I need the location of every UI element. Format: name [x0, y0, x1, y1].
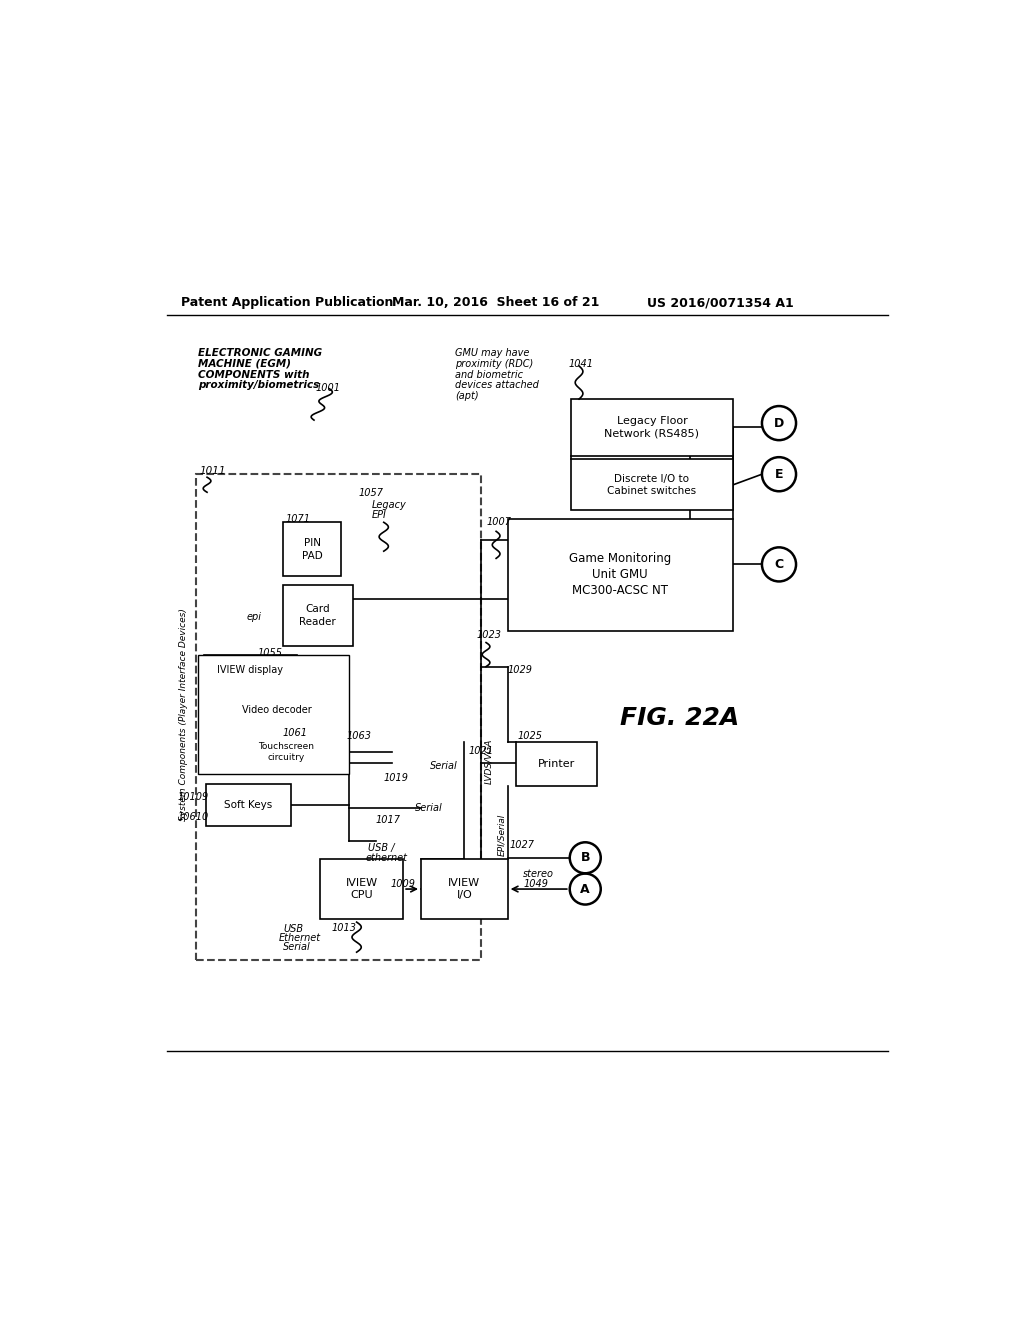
- Bar: [283, 523, 341, 577]
- Text: ELECTRONIC GAMING: ELECTRONIC GAMING: [198, 348, 322, 358]
- Text: USB: USB: [283, 924, 303, 935]
- Text: 1027: 1027: [509, 840, 535, 850]
- Text: (apt): (apt): [455, 391, 478, 401]
- Bar: [228, 733, 343, 772]
- Text: E: E: [775, 467, 783, 480]
- Bar: [571, 459, 732, 511]
- Bar: [204, 655, 297, 685]
- Text: USB /: USB /: [369, 843, 394, 853]
- Text: Ethernet: Ethernet: [280, 933, 322, 944]
- Text: 1013: 1013: [331, 923, 356, 933]
- Text: 1041: 1041: [568, 359, 593, 368]
- Text: B: B: [581, 851, 590, 865]
- Text: PIN
PAD: PIN PAD: [302, 539, 323, 561]
- Text: 1063: 1063: [346, 731, 372, 741]
- Text: EPI/Serial: EPI/Serial: [498, 814, 507, 857]
- Text: Serial: Serial: [415, 803, 442, 813]
- Text: 1071: 1071: [286, 515, 310, 524]
- Bar: [197, 474, 480, 960]
- Text: Legacy Floor
Network (RS485): Legacy Floor Network (RS485): [604, 416, 699, 438]
- Text: 1019: 1019: [384, 772, 409, 783]
- Text: Discrete I/O to
Cabinet switches: Discrete I/O to Cabinet switches: [607, 474, 696, 496]
- Text: 1017: 1017: [376, 814, 401, 825]
- Text: LVDS/VGA: LVDS/VGA: [484, 739, 494, 784]
- Text: Card
Reader: Card Reader: [299, 605, 336, 627]
- Text: 1029: 1029: [508, 664, 532, 675]
- Text: 1057: 1057: [359, 488, 384, 499]
- Text: EPI: EPI: [372, 510, 387, 520]
- Text: epi: epi: [247, 612, 261, 622]
- Text: D: D: [774, 417, 784, 429]
- Text: 10610: 10610: [177, 812, 209, 822]
- Text: proximity (RDC): proximity (RDC): [455, 359, 534, 368]
- Text: MACHINE (EGM): MACHINE (EGM): [198, 359, 291, 368]
- Text: FIG. 22A: FIG. 22A: [621, 706, 739, 730]
- Text: 1007: 1007: [486, 517, 511, 527]
- Bar: [508, 519, 732, 631]
- Text: Legacy: Legacy: [372, 500, 407, 511]
- Text: Patent Application Publication: Patent Application Publication: [180, 297, 393, 309]
- Text: US 2016/0071354 A1: US 2016/0071354 A1: [647, 297, 794, 309]
- Text: Serial: Serial: [283, 942, 310, 952]
- Text: 1023: 1023: [477, 630, 502, 640]
- Text: and biometric: and biometric: [455, 370, 523, 380]
- Text: Video decoder: Video decoder: [243, 705, 312, 715]
- Text: 1009: 1009: [390, 879, 416, 890]
- Text: IVIEW display: IVIEW display: [217, 664, 284, 675]
- Text: 1011: 1011: [200, 466, 226, 477]
- Bar: [228, 692, 326, 727]
- Text: 1055: 1055: [258, 648, 283, 659]
- Bar: [321, 859, 403, 919]
- Text: devices attached: devices attached: [455, 380, 539, 391]
- Text: 1061: 1061: [283, 727, 308, 738]
- Bar: [421, 859, 508, 919]
- Text: 1025: 1025: [517, 731, 542, 742]
- Text: Soft Keys: Soft Keys: [224, 800, 272, 810]
- Text: stereo: stereo: [523, 869, 554, 879]
- Text: 1049: 1049: [523, 879, 548, 890]
- Text: proximity/biometrics: proximity/biometrics: [198, 380, 319, 391]
- Text: 1001: 1001: [315, 383, 341, 393]
- Bar: [206, 784, 291, 826]
- Text: ethernet: ethernet: [366, 853, 408, 863]
- Text: 1021: 1021: [469, 746, 494, 756]
- Text: Game Monitoring
Unit GMU
MC300-ACSC NT: Game Monitoring Unit GMU MC300-ACSC NT: [569, 552, 672, 598]
- Bar: [283, 586, 352, 645]
- Text: C: C: [774, 558, 783, 570]
- Text: IVIEW
I/O: IVIEW I/O: [449, 878, 480, 900]
- Text: 10109: 10109: [177, 792, 209, 803]
- Text: IVIEW
CPU: IVIEW CPU: [346, 878, 378, 900]
- Bar: [515, 742, 597, 785]
- Bar: [198, 655, 349, 774]
- Text: Printer: Printer: [538, 759, 574, 768]
- Text: COMPONENTS with: COMPONENTS with: [198, 370, 309, 380]
- Bar: [571, 399, 732, 457]
- Text: Touchscreen
circuitry: Touchscreen circuitry: [258, 742, 314, 763]
- Text: Mar. 10, 2016  Sheet 16 of 21: Mar. 10, 2016 Sheet 16 of 21: [391, 297, 599, 309]
- Text: System Components (Player Interface Devices): System Components (Player Interface Devi…: [179, 609, 188, 821]
- Text: A: A: [581, 883, 590, 895]
- Text: Serial: Serial: [430, 760, 458, 771]
- Text: GMU may have: GMU may have: [455, 348, 529, 358]
